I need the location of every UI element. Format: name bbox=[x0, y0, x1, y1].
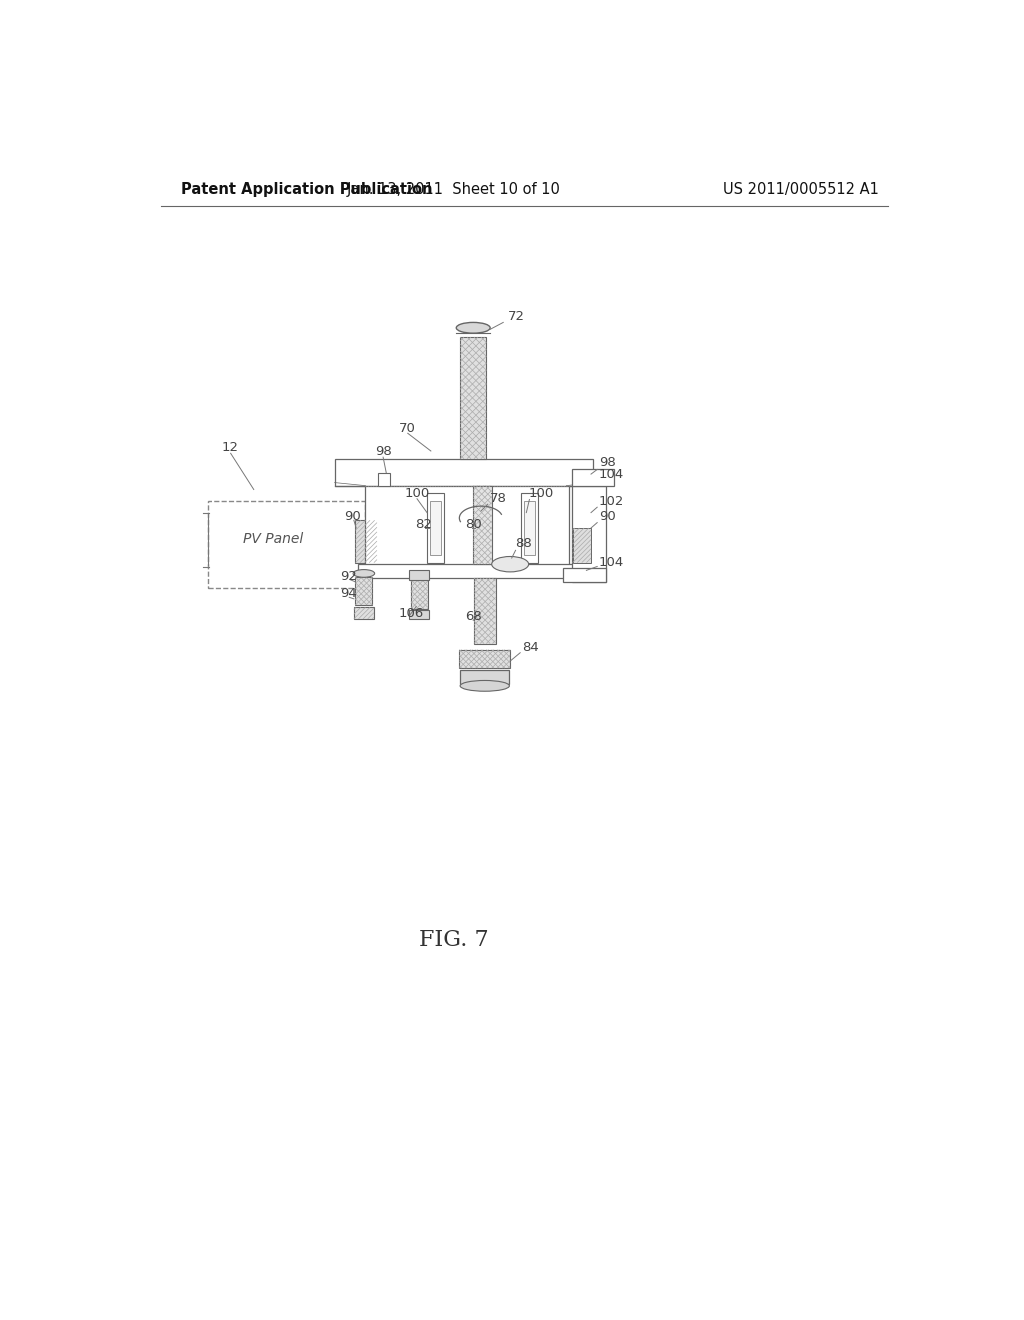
Bar bbox=[571, 469, 614, 486]
Bar bbox=[460, 671, 509, 684]
Bar bbox=[357, 564, 585, 578]
Text: 100: 100 bbox=[404, 487, 430, 500]
Bar bbox=[355, 577, 373, 605]
Bar bbox=[410, 570, 429, 579]
Bar bbox=[410, 610, 429, 619]
Text: US 2011/0005512 A1: US 2011/0005512 A1 bbox=[723, 182, 879, 197]
Text: 78: 78 bbox=[489, 492, 506, 504]
Text: 68: 68 bbox=[466, 610, 482, 623]
FancyBboxPatch shape bbox=[208, 502, 366, 589]
Text: 100: 100 bbox=[528, 487, 554, 500]
Bar bbox=[474, 578, 496, 644]
Text: 12: 12 bbox=[221, 441, 239, 454]
Bar bbox=[460, 337, 486, 459]
Text: PV Panel: PV Panel bbox=[243, 532, 303, 545]
Bar bbox=[524, 502, 535, 554]
Text: Jan. 13, 2011  Sheet 10 of 10: Jan. 13, 2011 Sheet 10 of 10 bbox=[347, 182, 561, 197]
Bar bbox=[427, 494, 444, 562]
Ellipse shape bbox=[457, 322, 490, 333]
Text: 104: 104 bbox=[599, 469, 624, 480]
Text: 70: 70 bbox=[398, 422, 416, 434]
Bar bbox=[460, 649, 510, 668]
Bar bbox=[366, 486, 569, 566]
Text: 80: 80 bbox=[465, 517, 481, 531]
Text: 98: 98 bbox=[376, 445, 392, 458]
Text: 88: 88 bbox=[515, 537, 532, 550]
Bar bbox=[521, 494, 538, 562]
Bar bbox=[335, 459, 593, 486]
Text: 90: 90 bbox=[599, 511, 615, 523]
Bar bbox=[355, 520, 377, 562]
Text: Patent Application Publication: Patent Application Publication bbox=[180, 182, 432, 197]
Text: FIG. 7: FIG. 7 bbox=[419, 929, 488, 950]
Bar bbox=[430, 502, 441, 554]
Ellipse shape bbox=[353, 570, 375, 577]
Bar bbox=[473, 486, 492, 564]
Bar bbox=[354, 607, 374, 619]
Bar bbox=[571, 486, 606, 582]
Ellipse shape bbox=[460, 681, 509, 692]
Text: 84: 84 bbox=[522, 642, 540, 655]
Text: 72: 72 bbox=[508, 310, 525, 323]
Text: 90: 90 bbox=[344, 511, 360, 523]
Bar bbox=[378, 474, 390, 486]
Text: 82: 82 bbox=[416, 517, 432, 531]
Bar bbox=[563, 568, 606, 582]
Text: 104: 104 bbox=[599, 557, 624, 569]
Bar bbox=[572, 528, 591, 562]
Text: 94: 94 bbox=[340, 587, 356, 601]
Ellipse shape bbox=[492, 557, 528, 572]
Text: 92: 92 bbox=[340, 570, 357, 582]
Bar bbox=[411, 579, 428, 609]
Text: 106: 106 bbox=[398, 607, 424, 619]
Text: 98: 98 bbox=[599, 457, 615, 470]
Text: 102: 102 bbox=[599, 495, 624, 508]
